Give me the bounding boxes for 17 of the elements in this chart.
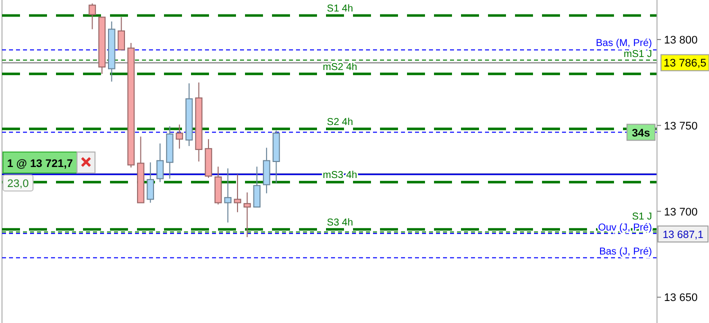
ref-line-label: Bas (J, Pré)	[599, 246, 652, 258]
annotation: 23,0	[7, 178, 29, 190]
ref-line-label: Bas (M, Pré)	[596, 38, 652, 50]
text: 13 687,1	[662, 229, 704, 241]
y-tick-label: 13 800	[664, 34, 698, 47]
annotation: 34s	[632, 127, 650, 140]
y-tick-label: 13 700	[664, 206, 698, 218]
ref-line-label: S2 4h	[326, 116, 354, 128]
ref-line-label: S3 4h	[326, 217, 354, 228]
ref-line-label: mS2 4h	[322, 62, 358, 73]
y-tick-label: 13 650	[664, 292, 698, 304]
ref-line-label: S1 4h	[326, 3, 354, 14]
ref-line-label: 13 786,5	[664, 58, 706, 70]
annotation: 1 @ 13 721,7	[7, 158, 73, 170]
y-tick-label: 13 750	[664, 120, 698, 132]
ref-line-label: mS1 J	[624, 49, 652, 60]
ref-line-label: S1 J	[632, 211, 652, 222]
